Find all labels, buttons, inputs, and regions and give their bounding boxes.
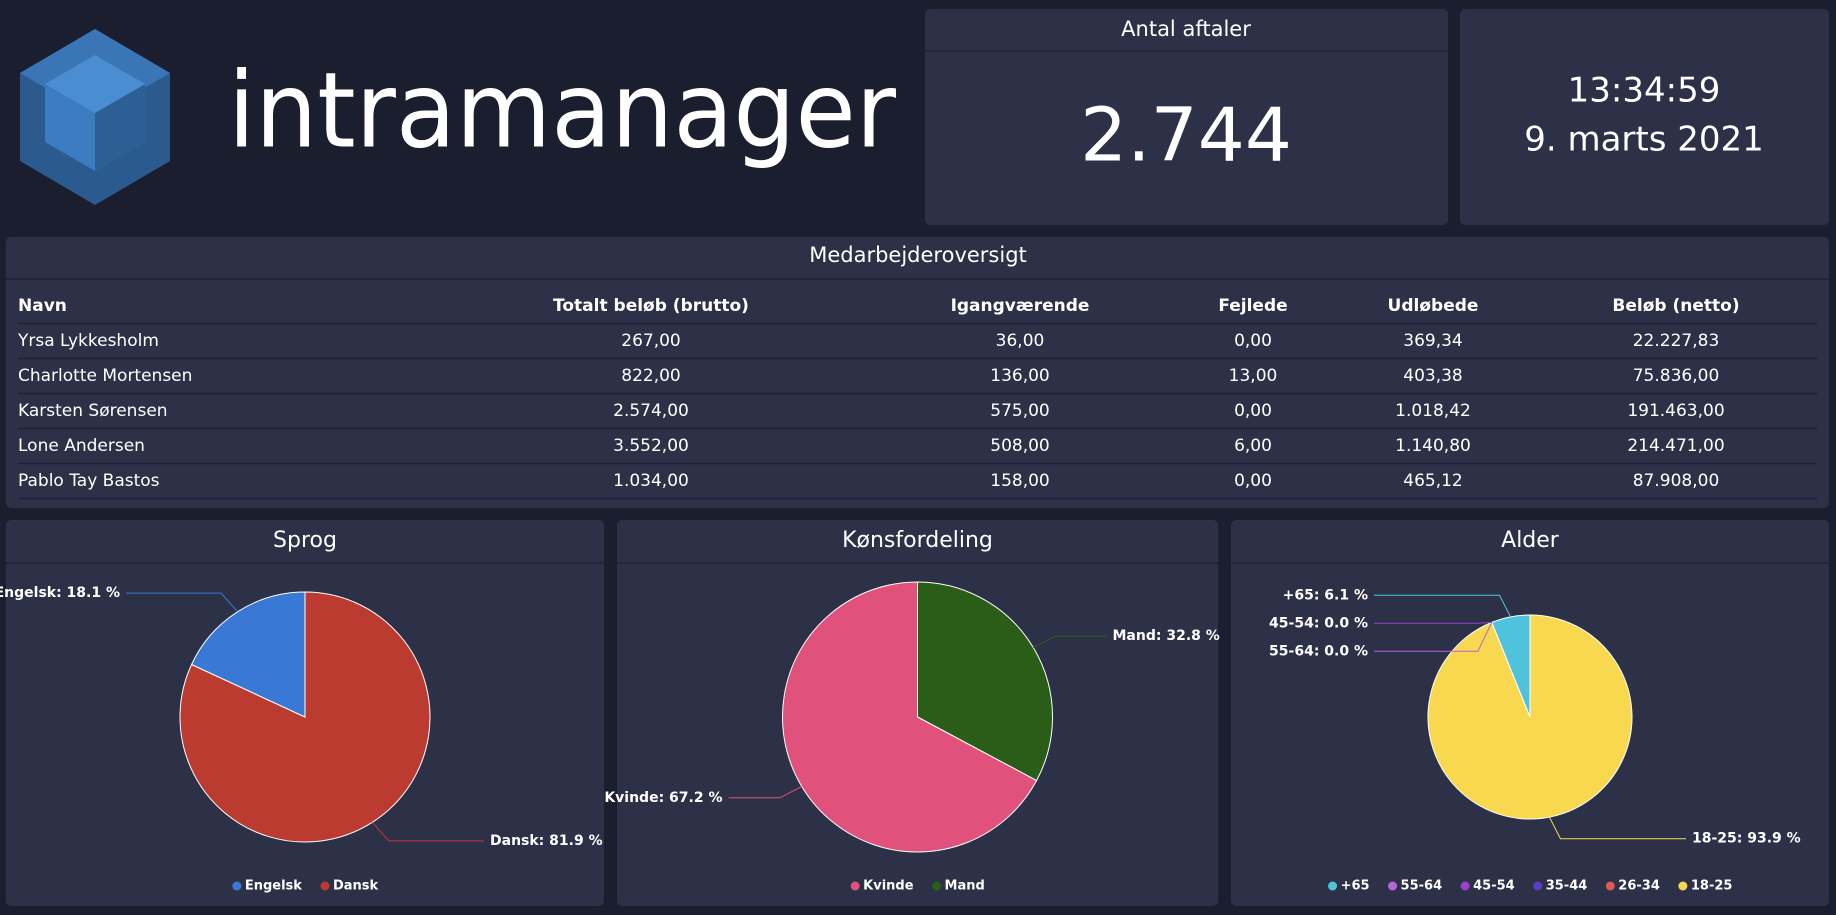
table-cell: 158,00 bbox=[990, 471, 1049, 491]
clock-date: 9. marts 2021 bbox=[1524, 120, 1764, 160]
label-connector bbox=[1374, 622, 1493, 652]
pie-slice bbox=[917, 581, 1053, 782]
legend-marker bbox=[1533, 881, 1543, 891]
logo-text: intramanager bbox=[228, 49, 896, 171]
table-cell: 214.471,00 bbox=[1627, 436, 1724, 456]
chart-title: Kønsfordeling bbox=[842, 528, 993, 553]
table-cell: 508,00 bbox=[990, 436, 1049, 456]
kpi-title: Antal aftaler bbox=[1121, 17, 1251, 41]
table-cell: 6,00 bbox=[1234, 436, 1272, 456]
legend: +65 55-64 45-54 35-44 26-34 18-25 bbox=[1328, 879, 1732, 894]
legend-label: Kvinde bbox=[863, 879, 914, 894]
table-cell: 369,34 bbox=[1403, 331, 1462, 351]
legend-marker bbox=[232, 881, 242, 891]
table-cell: 3.552,00 bbox=[613, 436, 689, 456]
column-header: Fejlede bbox=[1218, 296, 1287, 316]
table-panel bbox=[6, 237, 1829, 508]
legend: Engelsk Dansk bbox=[232, 879, 379, 894]
legend-marker bbox=[1388, 881, 1398, 891]
table-cell: 1.140,80 bbox=[1395, 436, 1471, 456]
label-connector bbox=[1033, 635, 1107, 648]
data-label: Dansk: 81.9 % bbox=[490, 833, 603, 849]
table-cell: 0,00 bbox=[1234, 331, 1272, 351]
data-label: 55-64: 0.0 % bbox=[1269, 643, 1368, 659]
table-cell: 36,00 bbox=[996, 331, 1045, 351]
data-label: 45-54: 0.0 % bbox=[1269, 615, 1368, 631]
table-cell: 191.463,00 bbox=[1627, 401, 1724, 421]
legend-label: 35-44 bbox=[1546, 879, 1588, 894]
legend-label: +65 bbox=[1341, 879, 1370, 894]
logo-face bbox=[45, 55, 145, 113]
kpi-value: 2.744 bbox=[1080, 93, 1292, 179]
table-cell: 75.836,00 bbox=[1633, 366, 1720, 386]
label-connector bbox=[728, 786, 802, 799]
table-cell: 22.227,83 bbox=[1633, 331, 1720, 351]
table-cell: 822,00 bbox=[621, 366, 680, 386]
legend-marker bbox=[320, 881, 330, 891]
table-cell: 13,00 bbox=[1229, 366, 1278, 386]
pie-slice bbox=[179, 591, 431, 843]
table-cell: 87.908,00 bbox=[1633, 471, 1720, 491]
column-header: Udløbede bbox=[1388, 296, 1479, 316]
data-label: Mand: 32.8 % bbox=[1113, 628, 1220, 644]
legend-marker bbox=[932, 881, 942, 891]
data-label: +65: 6.1 % bbox=[1283, 587, 1368, 603]
table-cell: Yrsa Lykkesholm bbox=[17, 331, 159, 351]
label-connector bbox=[1374, 621, 1492, 624]
label-connector bbox=[1374, 594, 1512, 618]
data-label: Engelsk: 18.1 % bbox=[0, 585, 120, 601]
legend-marker bbox=[1328, 881, 1338, 891]
data-label: 18-25: 93.9 % bbox=[1692, 831, 1801, 847]
legend-label: 18-25 bbox=[1691, 879, 1733, 894]
legend-label: 26-34 bbox=[1618, 879, 1660, 894]
legend-label: Mand bbox=[945, 879, 985, 894]
pie-slice bbox=[1491, 614, 1531, 718]
column-header: Totalt beløb (brutto) bbox=[553, 296, 749, 316]
column-header: Igangværende bbox=[951, 296, 1090, 316]
table-title: Medarbejderoversigt bbox=[809, 243, 1027, 267]
table-cell: 136,00 bbox=[990, 366, 1049, 386]
label-connector bbox=[371, 821, 484, 842]
legend: Kvinde Mand bbox=[850, 879, 985, 894]
legend-label: 55-64 bbox=[1401, 879, 1443, 894]
chart-title: Alder bbox=[1501, 528, 1560, 553]
clock-time: 13:34:59 bbox=[1568, 71, 1721, 111]
table-cell: 1.018,42 bbox=[1395, 401, 1471, 421]
label-connector bbox=[126, 592, 239, 613]
clock-panel bbox=[1460, 9, 1829, 225]
table-cell: 267,00 bbox=[621, 331, 680, 351]
table-cell: 0,00 bbox=[1234, 401, 1272, 421]
table-cell: 465,12 bbox=[1403, 471, 1462, 491]
legend-label: Engelsk bbox=[245, 879, 302, 894]
table-cell: Lone Andersen bbox=[18, 436, 145, 456]
table-cell: 403,38 bbox=[1403, 366, 1462, 386]
table-cell: 1.034,00 bbox=[613, 471, 689, 491]
data-label: Kvinde: 67.2 % bbox=[604, 790, 722, 806]
table-cell: 575,00 bbox=[990, 401, 1049, 421]
legend-marker bbox=[850, 881, 860, 891]
table-cell: 0,00 bbox=[1234, 471, 1272, 491]
logo: intramanager bbox=[20, 29, 896, 205]
legend-marker bbox=[1460, 881, 1470, 891]
legend-marker bbox=[1605, 881, 1615, 891]
table-cell: 2.574,00 bbox=[613, 401, 689, 421]
column-header: Navn bbox=[18, 296, 67, 316]
kpi-panel bbox=[925, 9, 1448, 225]
chart-title: Sprog bbox=[273, 528, 337, 553]
table-cell: Karsten Sørensen bbox=[18, 401, 168, 421]
column-header: Beløb (netto) bbox=[1612, 296, 1739, 316]
legend-label: Dansk bbox=[333, 879, 379, 894]
table-cell: Pablo Tay Bastos bbox=[18, 471, 160, 491]
table-cell: Charlotte Mortensen bbox=[18, 366, 192, 386]
legend-label: 45-54 bbox=[1473, 879, 1515, 894]
pie-slice bbox=[782, 581, 1038, 853]
legend-marker bbox=[1678, 881, 1688, 891]
label-connector bbox=[1548, 816, 1686, 840]
